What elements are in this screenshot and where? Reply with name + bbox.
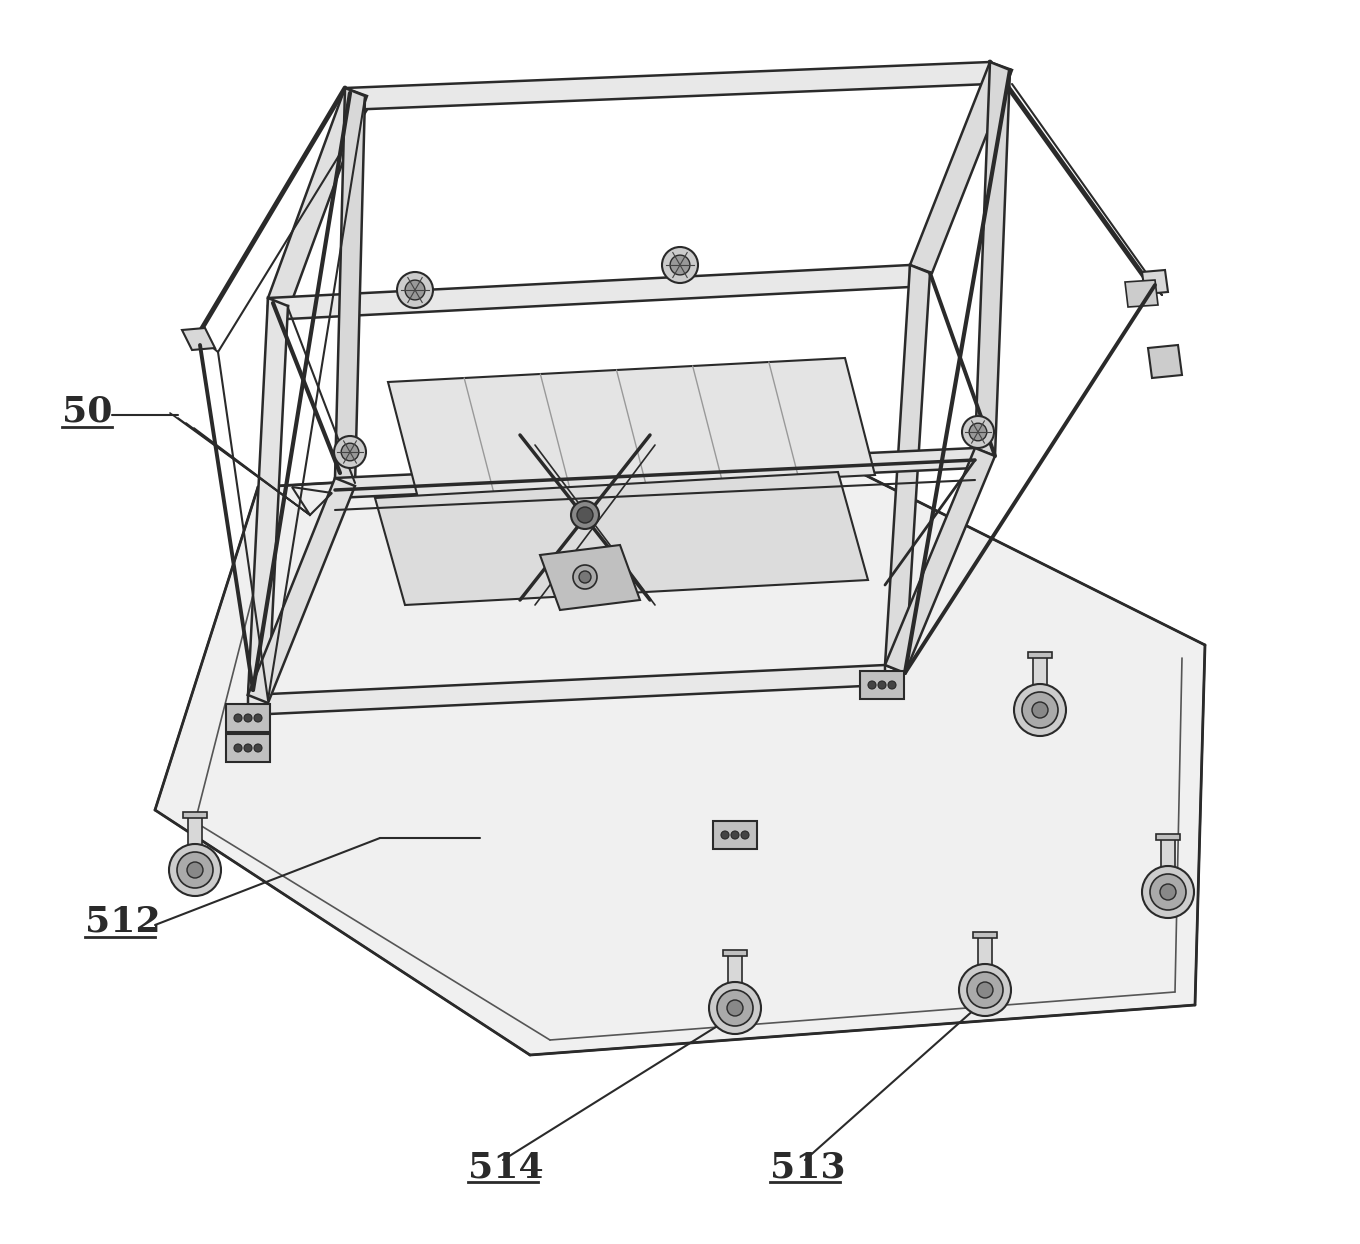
Polygon shape [724, 950, 747, 955]
Polygon shape [248, 299, 288, 703]
Circle shape [234, 744, 242, 753]
Circle shape [741, 831, 749, 838]
Circle shape [962, 415, 994, 448]
Text: 513: 513 [770, 1149, 846, 1184]
Text: 512: 512 [84, 904, 160, 939]
Polygon shape [975, 62, 1010, 457]
Polygon shape [248, 666, 885, 715]
Circle shape [341, 443, 359, 460]
Circle shape [234, 714, 242, 722]
Polygon shape [248, 306, 288, 703]
Circle shape [188, 862, 203, 878]
Circle shape [571, 501, 598, 529]
Circle shape [243, 714, 252, 722]
Polygon shape [155, 455, 1205, 1055]
Polygon shape [226, 704, 271, 731]
Circle shape [709, 982, 762, 1034]
Polygon shape [375, 471, 868, 605]
Circle shape [967, 972, 1004, 1008]
Bar [1161, 837, 1175, 887]
Polygon shape [182, 328, 215, 350]
Circle shape [721, 831, 729, 838]
Bar [728, 953, 743, 1003]
Polygon shape [248, 478, 355, 703]
Circle shape [254, 714, 262, 722]
Circle shape [728, 1000, 743, 1016]
Circle shape [1160, 884, 1176, 899]
Text: 514: 514 [468, 1149, 544, 1184]
Circle shape [868, 680, 876, 689]
Circle shape [970, 423, 987, 440]
Bar [1034, 656, 1047, 705]
Bar [188, 815, 203, 865]
Circle shape [662, 248, 698, 282]
Circle shape [177, 852, 214, 888]
Polygon shape [268, 265, 910, 320]
Polygon shape [1028, 652, 1053, 658]
Polygon shape [1156, 833, 1180, 840]
Circle shape [397, 272, 432, 309]
Polygon shape [1142, 270, 1168, 294]
Polygon shape [860, 671, 904, 699]
Circle shape [1021, 692, 1058, 728]
Polygon shape [345, 62, 990, 109]
Circle shape [335, 435, 366, 468]
Polygon shape [226, 734, 271, 763]
Polygon shape [972, 932, 997, 938]
Text: 50: 50 [63, 396, 113, 429]
Circle shape [717, 990, 753, 1026]
Polygon shape [910, 62, 1012, 272]
Polygon shape [335, 88, 364, 486]
Polygon shape [1125, 280, 1157, 307]
Polygon shape [388, 358, 874, 498]
Circle shape [670, 255, 690, 275]
Circle shape [169, 843, 220, 896]
Polygon shape [885, 448, 996, 673]
Circle shape [243, 744, 252, 753]
Polygon shape [335, 448, 975, 498]
Circle shape [888, 680, 896, 689]
Polygon shape [540, 545, 641, 610]
Polygon shape [268, 88, 367, 306]
Polygon shape [713, 821, 758, 848]
Circle shape [254, 744, 262, 753]
Circle shape [732, 831, 738, 838]
Circle shape [1032, 702, 1049, 718]
Bar [978, 935, 991, 985]
Circle shape [1015, 684, 1066, 736]
Circle shape [1142, 866, 1194, 918]
Circle shape [879, 680, 885, 689]
Circle shape [405, 280, 424, 300]
Circle shape [976, 982, 993, 998]
Polygon shape [885, 265, 930, 673]
Polygon shape [184, 812, 207, 819]
Circle shape [959, 964, 1010, 1016]
Polygon shape [1148, 345, 1182, 378]
Circle shape [577, 508, 593, 522]
Circle shape [1151, 875, 1186, 911]
Circle shape [573, 565, 597, 588]
Circle shape [579, 571, 592, 583]
